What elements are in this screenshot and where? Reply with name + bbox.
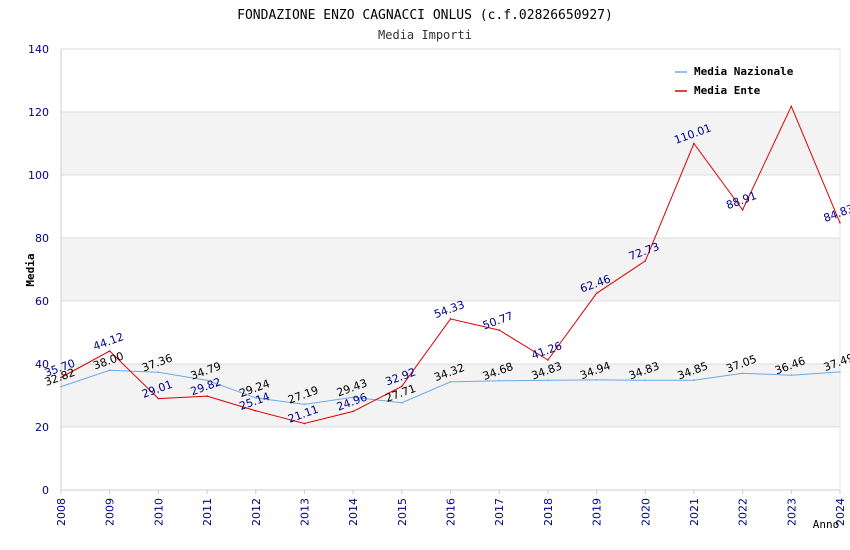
data-point [157, 371, 160, 374]
data-point [839, 371, 841, 373]
x-tick-label: 2018 [542, 498, 555, 526]
data-point [108, 369, 111, 372]
grid-bands [61, 48, 840, 428]
y-axis-label: Media [24, 253, 37, 286]
data-point [449, 381, 452, 383]
axes: 0 20 40 60 80 100 120 140 2008 2009 2010 2011 2012 20… [28, 43, 847, 526]
data-point [644, 260, 647, 262]
y-tick-label: 80 [35, 232, 49, 245]
data-point [157, 397, 160, 400]
data-point [206, 395, 208, 397]
x-tick-label: 2019 [591, 498, 604, 526]
data-point [108, 350, 111, 352]
x-tick-label: 2022 [737, 498, 750, 526]
x-axis-label: Anno [813, 518, 840, 531]
data-point [303, 403, 306, 406]
y-tick-label: 20 [35, 421, 49, 434]
data-point [303, 422, 306, 425]
data-point [254, 410, 257, 412]
series-layer [60, 105, 841, 425]
x-tick-label: 2021 [688, 498, 701, 526]
data-point [498, 329, 500, 331]
legend-label-media-ente: Media Ente [694, 84, 761, 97]
grid-band [61, 364, 840, 427]
data-point [498, 379, 500, 382]
data-point [449, 318, 452, 320]
legend: Media Nazionale Media Ente [675, 65, 794, 97]
data-point [693, 379, 695, 382]
x-tick-label: 2009 [104, 498, 117, 526]
data-point [839, 221, 841, 224]
data-point [206, 379, 208, 382]
data-point [352, 396, 354, 399]
data-point [741, 209, 744, 211]
data-point [401, 385, 403, 388]
data-point [741, 372, 744, 375]
data-point [401, 401, 403, 404]
y-tick-label: 40 [35, 358, 49, 371]
x-tick-label: 2014 [347, 498, 360, 526]
x-tick-label: 2010 [152, 498, 165, 526]
y-tick-label: 120 [28, 106, 49, 119]
grid-band [61, 112, 840, 175]
data-point [790, 374, 793, 376]
data-point [790, 105, 793, 108]
x-tick-label: 2015 [396, 498, 409, 526]
chart-subtitle: Media Importi [378, 28, 472, 42]
chart-title: FONDAZIONE ENZO CAGNACCI ONLUS (c.f.0282… [237, 8, 613, 23]
data-point [352, 410, 354, 413]
data-point [547, 359, 549, 361]
data-point [595, 379, 598, 381]
y-tick-label: 140 [28, 43, 49, 56]
data-point [693, 142, 695, 145]
x-tick-label: 2017 [493, 498, 506, 526]
data-point [254, 397, 257, 399]
y-tick-label: 60 [35, 295, 49, 308]
x-tick-label: 2024 [834, 498, 847, 526]
data-point [644, 379, 647, 382]
grid-band [61, 238, 840, 301]
x-tick-label: 2020 [639, 498, 652, 526]
data-point [60, 385, 62, 388]
y-tick-label: 0 [42, 484, 49, 497]
data-point [595, 292, 598, 295]
x-tick-label: 2008 [55, 498, 68, 526]
data-point [547, 379, 549, 382]
x-tick-label: 2012 [250, 498, 263, 526]
data-point [60, 376, 62, 379]
legend-label-media-nazionale: Media Nazionale [694, 65, 794, 78]
x-tick-label: 2016 [445, 498, 458, 526]
x-tick-label: 2011 [201, 498, 214, 526]
x-tick-label: 2023 [785, 498, 798, 526]
y-tick-label: 100 [28, 169, 49, 182]
x-tick-label: 2013 [298, 498, 311, 526]
